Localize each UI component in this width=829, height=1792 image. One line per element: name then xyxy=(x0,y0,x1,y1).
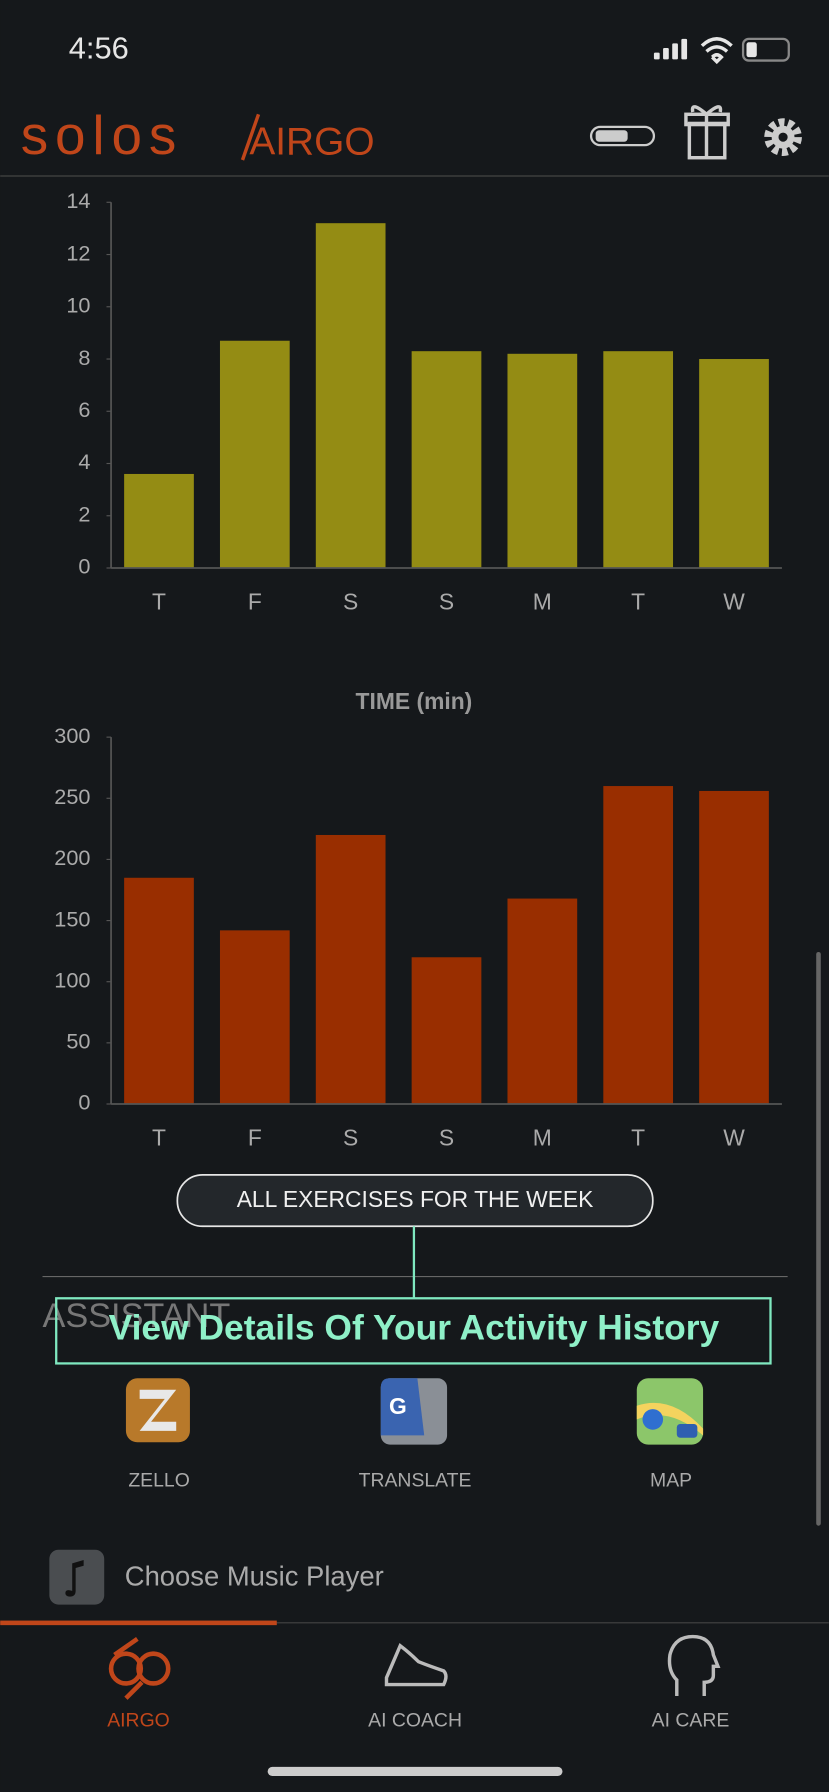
battery-level xyxy=(746,42,757,58)
y-tick-label: 0 xyxy=(78,1090,90,1115)
x-tick-label: F xyxy=(248,588,262,614)
bar xyxy=(219,930,290,1104)
charts: 0 2 4 6 8 10 12 14 T F S S M T W TIME (min) 0 50 100 150 200… xyxy=(54,188,782,1150)
assistant-title: ASSISTANT xyxy=(43,1297,231,1335)
wifi-icon xyxy=(700,37,733,65)
scrollbar xyxy=(816,952,821,1526)
bar xyxy=(124,877,194,1104)
gift-icon[interactable] xyxy=(684,105,730,160)
x-tick-label: S xyxy=(343,588,358,614)
y-tick-label: 300 xyxy=(54,723,90,748)
y-tick-label: 150 xyxy=(54,906,90,931)
brand-logo: solos xyxy=(21,104,183,166)
x-tick-label: W xyxy=(723,1124,745,1150)
y-tick-label: 4 xyxy=(78,449,90,474)
x-tick-label: T xyxy=(152,1124,166,1150)
y-tick-label: 200 xyxy=(54,845,90,870)
x-tick-label: W xyxy=(723,588,745,614)
status-time: 4:56 xyxy=(69,30,129,65)
tooltip-text: View Details Of Your Activity History xyxy=(109,1308,720,1348)
week-button-label: ALL EXERCISES FOR THE WEEK xyxy=(237,1186,594,1212)
bar xyxy=(603,786,674,1104)
music-note xyxy=(65,1560,84,1597)
app-label: TRANSLATE xyxy=(359,1469,472,1491)
home-indicator xyxy=(267,1766,563,1776)
y-tick-label: 50 xyxy=(66,1029,90,1054)
battery-icon xyxy=(741,37,790,62)
bar xyxy=(507,353,578,568)
y-tick-label: 10 xyxy=(66,293,90,318)
music-label[interactable]: Choose Music Player xyxy=(125,1561,384,1592)
y-tick-label: 2 xyxy=(78,501,90,526)
bar xyxy=(699,790,769,1104)
bar xyxy=(507,898,578,1104)
bar xyxy=(315,834,386,1104)
tab-labels: AIRGO AI COACH AI CARE xyxy=(107,1709,729,1731)
music-icon[interactable] xyxy=(49,1549,105,1605)
signal-icon xyxy=(653,38,688,60)
map-icon[interactable] xyxy=(636,1378,704,1445)
settings-icon[interactable] xyxy=(764,118,802,156)
tooltip-box xyxy=(55,1297,772,1365)
zello-icon[interactable] xyxy=(125,1378,190,1443)
bar xyxy=(699,359,769,568)
y-tick-label: 0 xyxy=(78,554,90,579)
coach-tab-icon[interactable] xyxy=(384,1643,448,1687)
y-tick-label: 6 xyxy=(78,397,90,422)
bar xyxy=(411,957,482,1104)
bar xyxy=(124,473,194,568)
x-tick-label: M xyxy=(533,1124,552,1150)
x-tick-label: M xyxy=(533,588,552,614)
x-tick-label: F xyxy=(248,1124,262,1150)
y-tick-label: 100 xyxy=(54,967,90,992)
y-tick-label: 8 xyxy=(78,345,90,370)
bar xyxy=(411,351,482,568)
y-tick-label: 250 xyxy=(54,784,90,809)
x-tick-label: S xyxy=(439,588,454,614)
y-tick-label: 14 xyxy=(66,188,90,213)
airgo-tab-icon[interactable] xyxy=(108,1636,171,1700)
tab-label[interactable]: AIRGO xyxy=(107,1709,170,1731)
bar xyxy=(315,223,386,568)
x-tick-label: T xyxy=(631,1124,645,1150)
y-tick-label: 12 xyxy=(66,240,90,265)
x-tick-label: S xyxy=(343,1124,358,1150)
chart-title: TIME (min) xyxy=(356,688,473,714)
product-logo: AIRGO xyxy=(249,120,374,163)
glasses-battery[interactable] xyxy=(589,125,656,147)
app-labels: ZELLO TRANSLATE MAP xyxy=(128,1469,692,1491)
glasses-battery-level xyxy=(595,130,628,142)
tab-label[interactable]: AI COACH xyxy=(368,1709,462,1731)
active-tab-indicator xyxy=(0,1620,277,1626)
tab-label[interactable]: AI CARE xyxy=(652,1709,730,1731)
x-tick-label: T xyxy=(152,588,166,614)
x-tick-label: S xyxy=(439,1124,454,1150)
logo-slash xyxy=(240,113,261,161)
svg-text:G: G xyxy=(389,1393,407,1419)
bar xyxy=(219,340,290,568)
care-tab-icon[interactable] xyxy=(667,1634,721,1696)
app-label: ZELLO xyxy=(128,1469,189,1491)
app-label: MAP xyxy=(650,1469,692,1491)
x-tick-label: T xyxy=(631,588,645,614)
translate-icon[interactable]: G xyxy=(380,1378,448,1445)
bar xyxy=(603,351,674,568)
